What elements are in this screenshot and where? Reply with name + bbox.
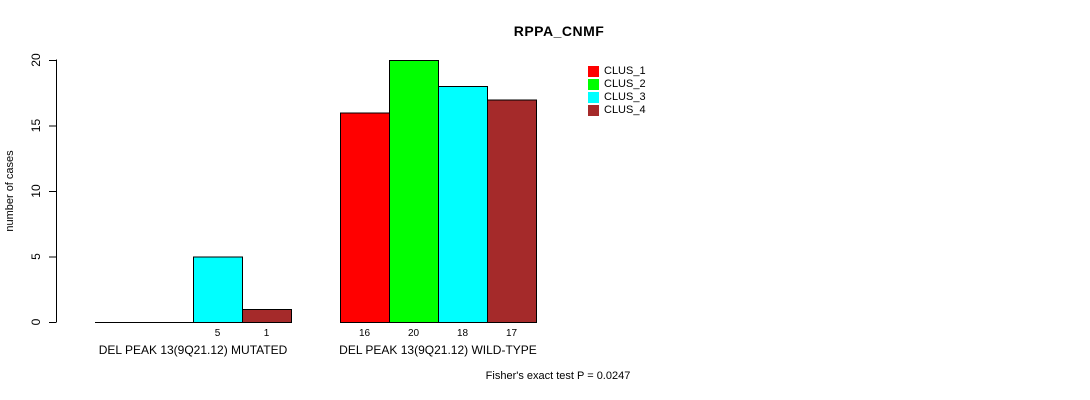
bar-clus_3-wild-type [438,86,488,323]
legend-label: CLUS_2 [604,78,646,90]
y-axis-tick-label: 10 [29,184,43,198]
bar-clus_4-wild-type [487,99,537,323]
legend-label: CLUS_4 [604,104,646,116]
fisher-test-annotation: Fisher's exact test P = 0.0247 [485,370,631,382]
bar-value-label: 18 [457,328,469,339]
bar-clus_1-wild-type [340,112,390,324]
y-axis-tick-label: 15 [29,119,43,133]
legend-swatch-clus_3 [588,92,599,103]
y-axis-tick-label: 5 [29,253,43,260]
bar-value-label: 16 [359,328,371,339]
y-axis-tick-label: 0 [29,318,43,325]
legend-swatch-clus_2 [588,79,599,90]
bar-value-label: 20 [408,328,420,339]
legend-item-clus_3: CLUS_3 [588,91,646,104]
bar-clus_4-mutated [242,308,292,323]
category-label: DEL PEAK 13(9Q21.12) WILD-TYPE [339,343,537,357]
chart-title: RPPA_CNMF [513,23,605,39]
bar-value-label: 5 [215,328,221,339]
legend-swatch-clus_1 [588,66,599,77]
bar-clus_2-wild-type [389,60,439,323]
legend-label: CLUS_1 [604,65,646,77]
legend-swatch-clus_4 [588,105,599,116]
legend-item-clus_4: CLUS_4 [588,104,646,117]
bar-value-label: 17 [506,328,518,339]
legend-item-clus_2: CLUS_2 [588,78,646,91]
y-axis-tick-label: 20 [29,53,43,67]
legend-label: CLUS_3 [604,91,646,103]
category-label: DEL PEAK 13(9Q21.12) MUTATED [99,343,288,357]
legend-item-clus_1: CLUS_1 [588,65,646,78]
bar-value-label: 1 [264,328,270,339]
bar-clus_3-mutated [193,256,243,323]
legend: CLUS_1 CLUS_2 CLUS_3 CLUS_4 [588,65,646,117]
